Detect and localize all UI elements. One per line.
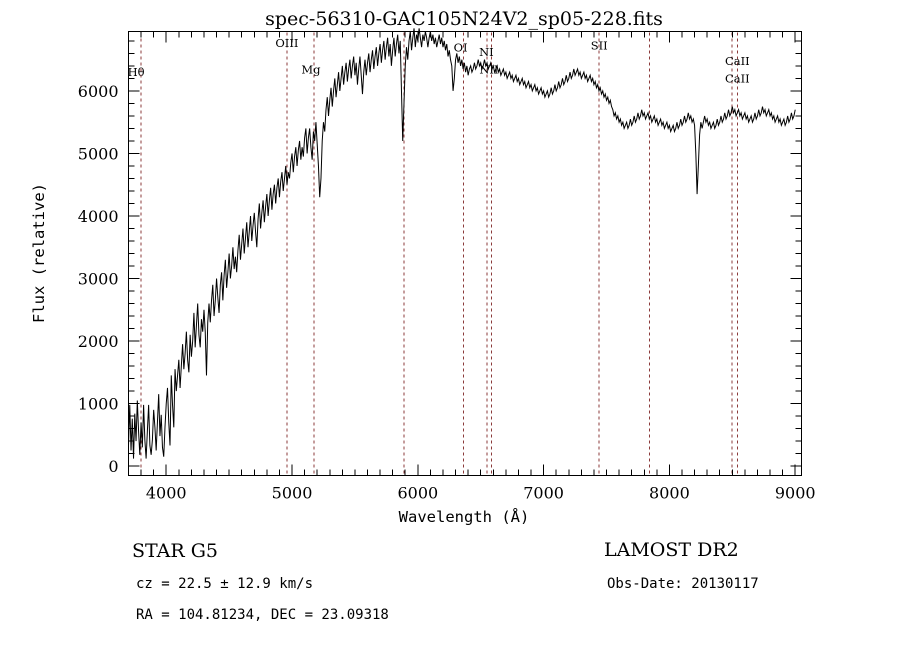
flux-trace: [128, 28, 796, 459]
y-axis-label: Flux (relative): [30, 183, 48, 323]
y-tick-label: 4000: [78, 207, 119, 226]
spectral-line-label: CaII: [725, 54, 750, 68]
x-tick-label: 5000: [272, 484, 313, 503]
x-tick-label: 9000: [775, 484, 816, 503]
spectral-line-label: OI: [454, 40, 468, 54]
object-class-text: STAR G5: [132, 540, 218, 562]
x-tick-labels: 4000 5000 6000 7000 8000 9000: [146, 484, 816, 503]
spectral-line-label: CaII: [725, 72, 750, 86]
x-tick-label: 6000: [397, 484, 438, 503]
y-tick-label: 2000: [78, 332, 119, 351]
x-tick-label: 4000: [146, 484, 187, 503]
cz-text: cz = 22.5 ± 12.9 km/s: [136, 576, 313, 592]
plot-frame: [127, 30, 803, 477]
spectral-line-label: SII: [591, 38, 608, 52]
y-tick-label: 6000: [78, 82, 119, 101]
spectral-line-label: Mg: [301, 63, 321, 77]
x-tick-label: 7000: [523, 484, 564, 503]
y-tick-label: 5000: [78, 144, 119, 163]
x-tick-label: 8000: [649, 484, 690, 503]
obs-date-text: Obs-Date: 20130117: [607, 576, 759, 592]
coords-text: RA = 104.81234, DEC = 23.09318: [136, 607, 389, 623]
spectral-line-label: OIII: [275, 36, 298, 50]
y-tick-label: 0: [108, 457, 118, 476]
spectral-line-label: NII: [479, 63, 498, 77]
page-title: spec-56310-GAC105N24V2_sp05-228.fits: [265, 8, 663, 30]
axis-ticks: [128, 31, 802, 476]
y-tick-label: 1000: [78, 395, 119, 414]
spectral-line-label: NI: [479, 45, 494, 59]
y-tick-label: 3000: [78, 270, 119, 289]
x-axis-label: Wavelength (Å): [399, 507, 530, 526]
y-tick-labels: 0 1000 2000 3000 4000 5000 6000: [78, 82, 119, 476]
spectrum-trace: [128, 28, 796, 459]
survey-text: LAMOST DR2: [604, 539, 739, 561]
spectral-line-label: Hθ: [128, 65, 145, 79]
